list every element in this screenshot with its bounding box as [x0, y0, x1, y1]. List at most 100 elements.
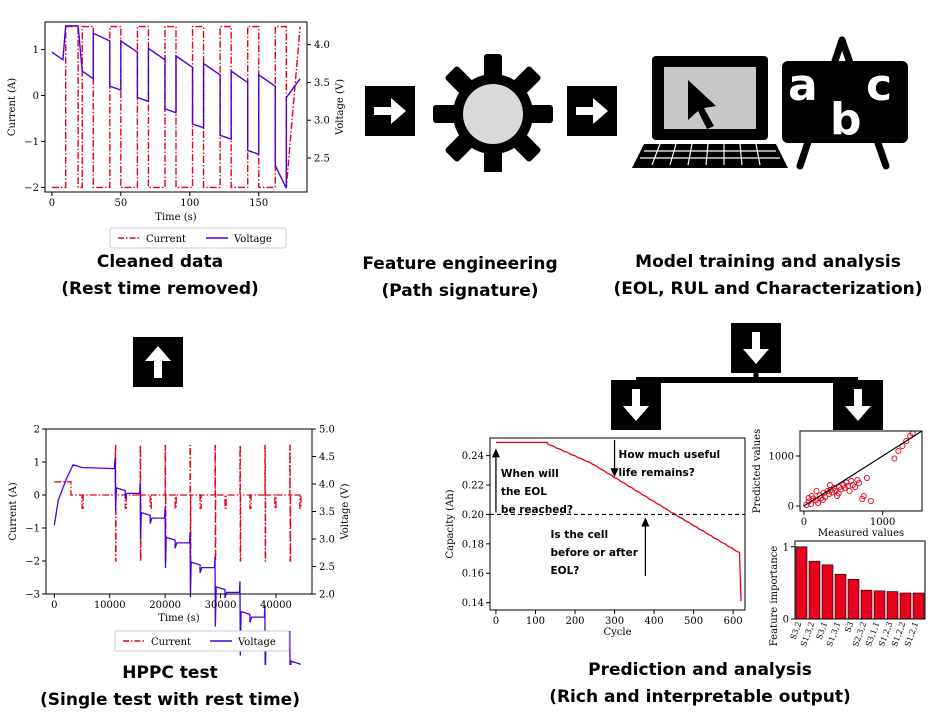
down-arrow-icon — [731, 323, 781, 373]
scatter-point — [848, 477, 855, 485]
down-arrow-icon — [611, 380, 661, 430]
importance-ytick-label: 0 — [783, 615, 789, 626]
scatter-point — [859, 495, 866, 503]
legend-voltage-label: Voltage — [237, 637, 276, 648]
hppc-xtick-label: 20000 — [149, 600, 181, 611]
feature-importance-chart: S3,2S1,3,2S3,1S1,3,1 S3S2,3,2S3,1,1S1,2,3… — [769, 540, 926, 648]
cleaned-y2tick-label: 2.5 — [314, 154, 330, 165]
hppc-y2tick-label: 3.0 — [319, 535, 335, 546]
cleaned-data-caption: Cleaned data (Rest time removed) — [30, 249, 290, 303]
importance-bar — [912, 592, 925, 620]
eol-question-arrowhead — [491, 448, 500, 458]
importance-bar — [834, 573, 847, 620]
cleaned-ytick-label: −2 — [24, 183, 39, 194]
cleaned-axes — [44, 21, 308, 193]
scatter-xtick-label: 1000 — [870, 517, 895, 528]
cleaned-legend-frame — [109, 227, 287, 249]
feature-title: Feature engineering — [362, 254, 558, 274]
abc-letter-b: b — [830, 94, 862, 145]
importance-bar — [886, 591, 899, 620]
hppc-xtick-label: 10000 — [94, 600, 126, 611]
scatter-point — [830, 484, 837, 492]
importance-bar — [795, 546, 808, 620]
hppc-xtick-label: 30000 — [205, 600, 237, 611]
down-arrow-icon — [833, 380, 883, 430]
capacity-axes — [489, 437, 746, 611]
scatter-point — [819, 496, 826, 504]
cleaned-xlabel: Time (s) — [155, 212, 196, 223]
capacity-ytick-label: 0.14 — [462, 598, 484, 609]
legend-voltage-label: Voltage — [233, 234, 272, 245]
rul-question-text: How much useful — [619, 449, 721, 461]
fit-line — [803, 430, 923, 507]
scatter-xlabel: Measured values — [818, 528, 904, 539]
prediction-caption: Prediction and analysis (Rich and interp… — [520, 657, 880, 711]
right-arrow-icon — [365, 86, 415, 136]
hppc-y2label: Voltage (V) — [340, 483, 351, 540]
hppc-subtitle: (Single test with rest time) — [40, 690, 300, 710]
cleaned-xtick-label: 0 — [49, 198, 55, 209]
gear-icon — [433, 54, 553, 172]
eol-question-text: the EOL — [501, 486, 547, 498]
scatter-point — [841, 484, 848, 492]
hppc-ytick-label: 2 — [34, 425, 40, 436]
model-title: Model training and analysis — [635, 252, 901, 272]
cleaned-data-subtitle: (Rest time removed) — [61, 279, 259, 299]
capacity-xtick-label: 500 — [684, 616, 703, 627]
cleaned-ylabel: Current (A) — [7, 78, 18, 136]
hppc-chart: 0 10000 20000 30000 40000 2 1 0 −1 −2 −3 5.0 4.5 4.0 3… — [8, 425, 351, 665]
scatter-ytick-label: 0 — [788, 502, 794, 513]
hppc-ylabel: Current (A) — [8, 482, 19, 540]
abc-letter-c: c — [866, 60, 892, 111]
scatter-point — [855, 479, 863, 487]
cell-question-arrowhead — [641, 517, 650, 527]
hppc-legend-frame — [114, 630, 290, 652]
scatter-point — [805, 494, 812, 502]
cleaned-legend: Current Voltage — [109, 227, 287, 249]
rul-question-arrowhead — [610, 468, 619, 478]
importance-bar — [821, 564, 834, 620]
scatter-point — [826, 490, 833, 498]
model-caption: Model training and analysis (EOL, RUL an… — [600, 249, 930, 303]
eol-question-text: When will — [501, 468, 559, 480]
chalkboard-icon: a b c — [782, 36, 908, 170]
hppc-ytick-label: −2 — [25, 557, 40, 568]
cleaned-y2tick-label: 3.5 — [314, 78, 330, 89]
scatter-point — [826, 481, 833, 489]
hppc-legend: Current Voltage — [114, 630, 290, 652]
cell-question-text: before or after — [550, 547, 638, 559]
scatter-xtick-label: 0 — [801, 517, 807, 528]
prediction-title: Prediction and analysis — [588, 660, 812, 680]
capacity-xtick-label: 100 — [526, 616, 545, 627]
hppc-y2tick-label: 4.5 — [319, 452, 335, 463]
scatter-point — [891, 455, 898, 462]
scatter-axes — [799, 430, 923, 512]
capacity-xtick-label: 200 — [565, 616, 584, 627]
current-series — [51, 25, 301, 189]
abc-letter-a: a — [788, 60, 818, 111]
capacity-xtick-label: 0 — [493, 616, 499, 627]
capacity-xlabel: Cycle — [603, 627, 631, 638]
scatter-point — [852, 483, 859, 491]
importance-bar — [808, 560, 821, 620]
hppc-y2tick-label: 2.0 — [319, 590, 335, 601]
importance-bar — [899, 592, 912, 620]
cleaned-xtick-label: 100 — [180, 198, 199, 209]
importance-ylabel: Feature importance — [769, 546, 780, 647]
importance-ytick-label: 1 — [783, 542, 789, 553]
cleaned-data-title: Cleaned data — [96, 252, 224, 272]
capacity-chart: 0 100 200 300 400 500 600 0.24 0.22 0.20 0.18 0.16 0… — [445, 437, 746, 638]
prediction-scatter-chart: 0 1000 1000 0 Measured values Predicted value… — [752, 429, 923, 539]
voltage-series — [51, 25, 301, 189]
scatter-point — [860, 492, 867, 500]
hppc-axes — [45, 428, 313, 595]
scatter-point — [903, 437, 910, 445]
scatter-point — [815, 499, 822, 507]
legend-current-label: Current — [151, 637, 191, 648]
cleaned-ytick-label: 0 — [33, 91, 39, 102]
cell-question-text: Is the cell — [550, 529, 608, 541]
scatter-point — [813, 487, 820, 495]
right-arrow-icon — [567, 86, 617, 136]
cleaned-xtick-label: 50 — [114, 198, 127, 209]
model-subtitle: (EOL, RUL and Characterization) — [613, 279, 923, 299]
